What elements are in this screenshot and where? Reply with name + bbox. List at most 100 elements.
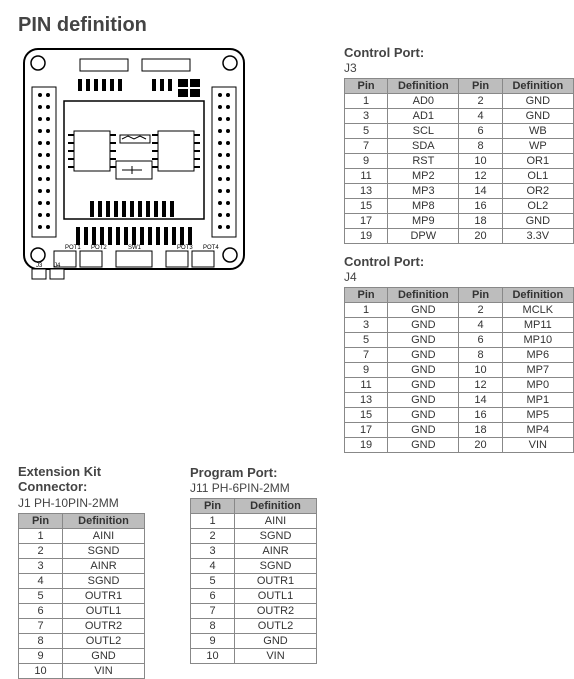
- svg-text:J3: J3: [36, 263, 43, 269]
- table-cell: 7: [345, 348, 388, 363]
- table-row: 4SGND: [19, 573, 145, 588]
- table-cell: 4: [191, 559, 235, 574]
- table-row: 7GND8MP6: [345, 348, 574, 363]
- table-cell: 14: [459, 184, 502, 199]
- table-row: 19DPW203.3V: [345, 229, 574, 244]
- table-row: 7OUTR2: [19, 618, 145, 633]
- table-cell: GND: [388, 438, 459, 453]
- table-cell: SGND: [63, 573, 145, 588]
- table-cell: GND: [388, 408, 459, 423]
- table-cell: SGND: [63, 543, 145, 558]
- table-cell: 19: [345, 229, 388, 244]
- col-header: Definition: [235, 499, 317, 514]
- table-header-row: Pin Definition Pin Definition: [345, 79, 574, 94]
- table-cell: GND: [388, 378, 459, 393]
- table-cell: 6: [191, 589, 235, 604]
- table-row: 3AINR: [191, 544, 317, 559]
- table-cell: OUTL1: [63, 603, 145, 618]
- table-row: 13MP314OR2: [345, 184, 574, 199]
- table-cell: GND: [388, 363, 459, 378]
- table-cell: GND: [388, 348, 459, 363]
- col-header: Pin: [345, 288, 388, 303]
- svg-text:J4: J4: [54, 263, 61, 269]
- table-row: 17MP918GND: [345, 214, 574, 229]
- table-cell: GND: [388, 303, 459, 318]
- table-cell: AINR: [63, 558, 145, 573]
- table-cell: 1: [345, 94, 388, 109]
- pcb-column: POT1 POT2 SW1 POT3 POT4 J3 J4: [18, 45, 318, 288]
- right-column: Control Port: J3 Pin Definition Pin Defi…: [318, 45, 574, 459]
- table-cell: 14: [459, 393, 502, 408]
- table-cell: GND: [502, 109, 573, 124]
- table-row: 2SGND: [191, 529, 317, 544]
- j11-block: Program Port: J11 PH-6PIN-2MM Pin Defini…: [190, 465, 317, 664]
- table-row: 5SCL6WB: [345, 124, 574, 139]
- table-row: 1AD02GND: [345, 94, 574, 109]
- table-cell: 2: [19, 543, 63, 558]
- svg-text:POT4: POT4: [203, 245, 219, 251]
- col-header: Definition: [388, 288, 459, 303]
- table-cell: 5: [345, 333, 388, 348]
- table-cell: 12: [459, 378, 502, 393]
- table-cell: 4: [459, 318, 502, 333]
- table-cell: AD1: [388, 109, 459, 124]
- table-cell: GND: [388, 333, 459, 348]
- table-cell: OUTL2: [235, 619, 317, 634]
- table-cell: SDA: [388, 139, 459, 154]
- j1-title: Extension Kit Connector:: [18, 465, 168, 495]
- table-cell: OL2: [502, 199, 573, 214]
- table-cell: MP0: [502, 378, 573, 393]
- table-cell: 5: [191, 574, 235, 589]
- table-cell: 7: [345, 139, 388, 154]
- table-cell: 11: [345, 378, 388, 393]
- table-row: 3GND4MP11: [345, 318, 574, 333]
- table-row: 1AINI: [19, 528, 145, 543]
- table-cell: DPW: [388, 229, 459, 244]
- table-cell: 9: [345, 154, 388, 169]
- table-cell: MP6: [502, 348, 573, 363]
- table-cell: SGND: [235, 529, 317, 544]
- table-cell: 9: [345, 363, 388, 378]
- table-header-row: Pin Definition: [191, 499, 317, 514]
- table-row: 9GND: [19, 648, 145, 663]
- table-cell: GND: [388, 423, 459, 438]
- table-row: 5GND6MP10: [345, 333, 574, 348]
- table-cell: 2: [191, 529, 235, 544]
- page-title: PIN definition: [18, 14, 574, 37]
- table-row: 6OUTL1: [191, 589, 317, 604]
- col-header: Definition: [388, 79, 459, 94]
- j1-sub: J1 PH-10PIN-2MM: [18, 496, 168, 510]
- table-cell: 15: [345, 199, 388, 214]
- table-row: 7OUTR2: [191, 604, 317, 619]
- table-row: 8OUTL2: [19, 633, 145, 648]
- table-cell: GND: [388, 318, 459, 333]
- j3-block: Control Port: J3 Pin Definition Pin Defi…: [344, 45, 574, 244]
- bottom-row: Extension Kit Connector: J1 PH-10PIN-2MM…: [18, 465, 574, 679]
- col-header: Pin: [459, 79, 502, 94]
- j4-block: Control Port: J4 Pin Definition Pin Defi…: [344, 254, 574, 453]
- table-cell: 10: [19, 663, 63, 678]
- table-cell: 7: [19, 618, 63, 633]
- table-cell: 3: [19, 558, 63, 573]
- table-cell: AINR: [235, 544, 317, 559]
- table-row: 11GND12MP0: [345, 378, 574, 393]
- j1-table: Pin Definition 1AINI2SGND3AINR4SGND5OUTR…: [18, 513, 145, 679]
- table-header-row: Pin Definition: [19, 513, 145, 528]
- col-header: Definition: [502, 79, 573, 94]
- table-cell: 10: [459, 154, 502, 169]
- table-cell: 17: [345, 423, 388, 438]
- table-cell: 13: [345, 393, 388, 408]
- j11-sub: J11 PH-6PIN-2MM: [190, 481, 317, 495]
- table-cell: GND: [63, 648, 145, 663]
- col-header: Definition: [63, 513, 145, 528]
- table-cell: 3: [345, 318, 388, 333]
- table-cell: 16: [459, 408, 502, 423]
- table-cell: VIN: [502, 438, 573, 453]
- table-row: 6OUTL1: [19, 603, 145, 618]
- table-cell: 16: [459, 199, 502, 214]
- table-cell: SGND: [235, 559, 317, 574]
- table-cell: 1: [345, 303, 388, 318]
- table-cell: 4: [19, 573, 63, 588]
- table-cell: OR1: [502, 154, 573, 169]
- table-cell: MP7: [502, 363, 573, 378]
